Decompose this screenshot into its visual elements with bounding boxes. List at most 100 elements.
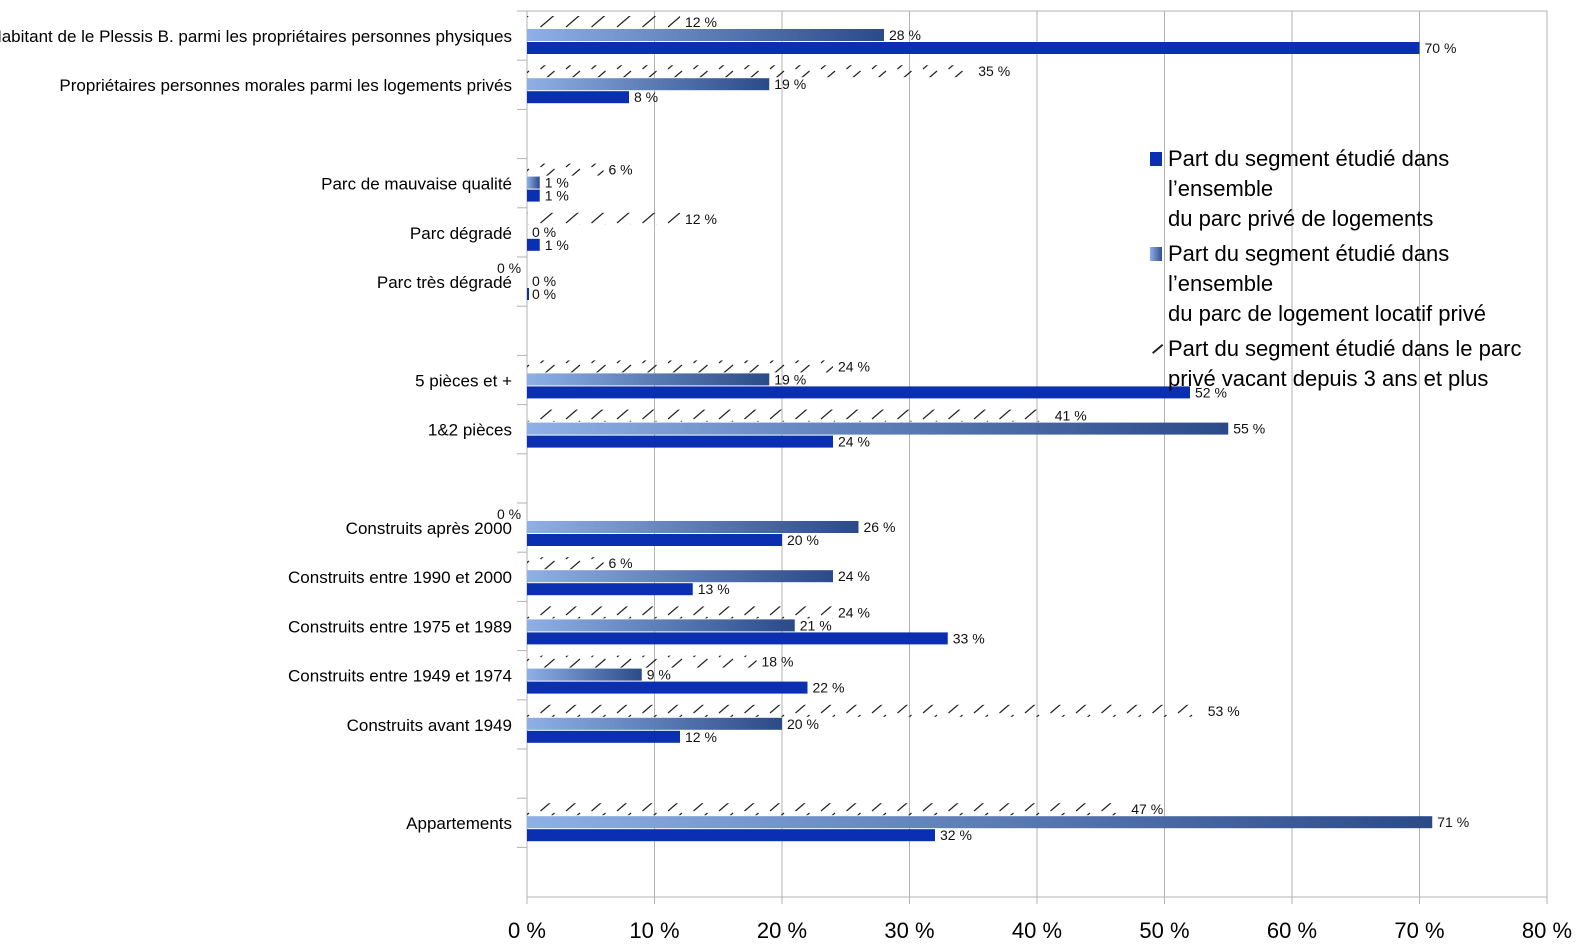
data-label: 9 % (647, 667, 671, 683)
bar (527, 632, 948, 645)
data-label: 12 % (685, 211, 717, 227)
x-tick-label: 30 % (884, 918, 934, 943)
bar (527, 730, 680, 743)
data-label: 41 % (1055, 408, 1087, 424)
bar (527, 570, 833, 583)
legend-text-line: du parc privé de logements (1168, 206, 1434, 231)
bar (527, 163, 604, 176)
bar (527, 212, 680, 225)
data-label: 6 % (609, 162, 633, 178)
legend-swatch-solid (1150, 152, 1162, 166)
data-label: 12 % (685, 729, 717, 745)
data-label: 21 % (800, 617, 832, 633)
bar (527, 29, 884, 41)
bar (527, 521, 859, 533)
data-labels: 12 % 35 % 6 % 12 % 0 % 24 % 41 % 0 % 6 % 24 % 18 %… (497, 14, 1469, 843)
bar (527, 91, 629, 104)
legend-item-parc-vacant: Part du segment étudié dans le parc priv… (1150, 334, 1550, 394)
data-label: 55 % (1233, 421, 1265, 437)
data-label: 22 % (813, 680, 845, 696)
bar (527, 717, 782, 730)
data-label: 24 % (838, 434, 870, 450)
axes: 0 % 10 % 20 % 30 % 40 % 50 % 60 % 70 % 80 % Habit… (0, 10, 1572, 943)
data-label: 24 % (838, 568, 870, 584)
data-label: 20 % (787, 532, 819, 548)
x-tick-label: 20 % (757, 918, 807, 943)
legend-text-line: privé vacant depuis 3 ans et plus (1168, 366, 1489, 391)
bar (527, 386, 1190, 399)
bar (527, 583, 693, 596)
x-tick-label: 10 % (629, 918, 679, 943)
data-label: 0 % (532, 273, 556, 289)
bar (527, 288, 529, 300)
bar (527, 42, 1420, 54)
category-label: Construits après 2000 (346, 519, 512, 538)
data-label: 20 % (787, 716, 819, 732)
data-label: 1 % (545, 188, 569, 204)
category-label: Construits entre 1990 et 2000 (288, 568, 512, 587)
x-tick-label: 50 % (1139, 918, 1189, 943)
bar (527, 422, 1229, 435)
data-label: 32 % (940, 827, 972, 843)
data-label: 35 % (978, 63, 1010, 79)
legend-text-line: Part du segment étudié dans l’ensemble (1168, 241, 1450, 296)
legend-item-parc-prive: Part du segment étudié dans l’ensemble d… (1150, 144, 1550, 234)
legend: Part du segment étudié dans l’ensemble d… (1150, 144, 1550, 399)
data-label: 53 % (1208, 703, 1240, 719)
bar (527, 655, 757, 668)
x-tick-label: 80 % (1522, 918, 1572, 943)
data-label: 24 % (838, 604, 870, 620)
data-label: 1 % (545, 237, 569, 253)
legend-text-line: Part du segment étudié dans le parc (1168, 336, 1522, 361)
bar (527, 176, 540, 189)
data-label: 0 % (497, 260, 521, 276)
bar (527, 16, 680, 28)
data-label: 26 % (864, 519, 896, 535)
data-label: 12 % (685, 14, 717, 30)
bar (527, 681, 808, 694)
data-label: 24 % (838, 358, 870, 374)
bar (527, 373, 770, 386)
bar (527, 189, 540, 202)
legend-swatch-hatch (1150, 342, 1162, 356)
category-label: 5 pièces et + (415, 371, 512, 390)
bar (527, 704, 1203, 717)
category-label: Appartements (406, 814, 512, 833)
category-label: 1&2 pièces (428, 421, 512, 440)
category-label: Construits entre 1949 et 1974 (288, 667, 512, 686)
category-label: Parc de mauvaise qualité (321, 175, 512, 194)
bar (527, 829, 935, 842)
bar (527, 435, 833, 448)
data-label: 13 % (698, 581, 730, 597)
bar (527, 619, 795, 632)
category-label: Construits avant 1949 (347, 716, 512, 735)
data-label: 0 % (532, 286, 556, 302)
category-label: Parc très dégradé (377, 273, 512, 292)
x-tick-label: 60 % (1267, 918, 1317, 943)
x-tick-label: 0 % (508, 918, 546, 943)
data-label: 8 % (634, 89, 658, 105)
bar (527, 803, 1127, 816)
category-label: Construits entre 1975 et 1989 (288, 617, 512, 636)
bar (527, 238, 540, 251)
bars (527, 16, 1433, 842)
bar (527, 668, 642, 681)
data-label: 0 % (532, 224, 556, 240)
bar (527, 606, 833, 619)
data-label: 6 % (609, 555, 633, 571)
data-label: 19 % (774, 371, 806, 387)
bar (527, 78, 770, 91)
bar (527, 534, 782, 546)
legend-swatch-gradient (1150, 247, 1162, 261)
x-tick-label: 40 % (1012, 918, 1062, 943)
data-label: 19 % (774, 76, 806, 92)
data-label: 1 % (545, 175, 569, 191)
data-label: 33 % (953, 630, 985, 646)
legend-text-line: Part du segment étudié dans l’ensemble (1168, 146, 1450, 201)
data-label: 71 % (1437, 814, 1469, 830)
legend-item-parc-locatif: Part du segment étudié dans l’ensemble d… (1150, 239, 1550, 329)
category-label: Habitant de le Plessis B. parmi les prop… (0, 27, 512, 46)
data-label: 28 % (889, 27, 921, 43)
legend-text-line: du parc de logement locatif privé (1168, 301, 1486, 326)
